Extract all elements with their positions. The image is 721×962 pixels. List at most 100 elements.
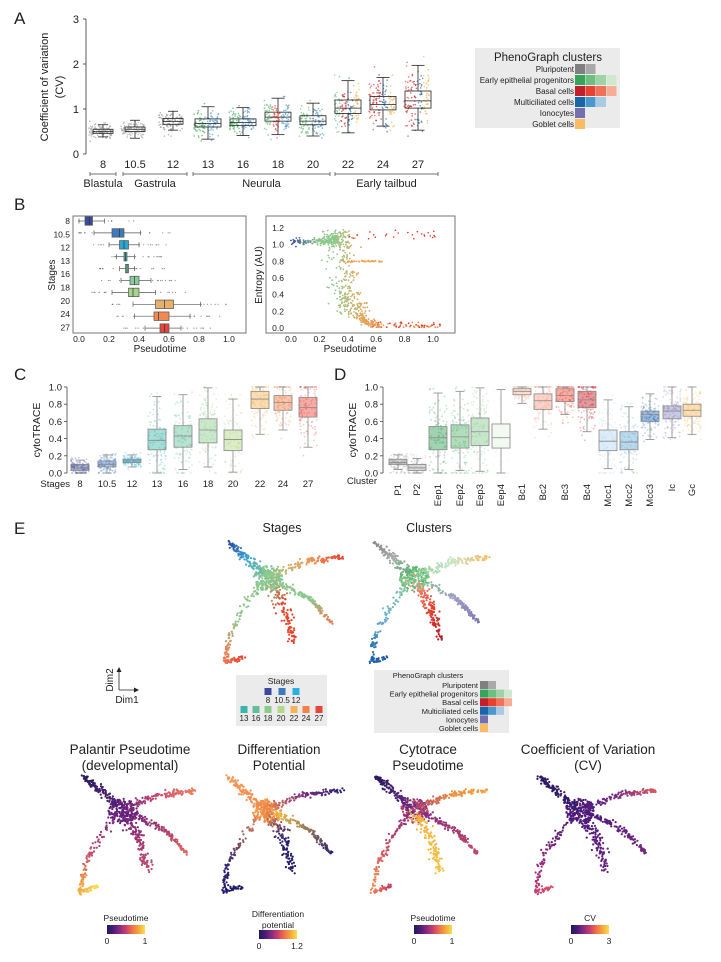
data-point [343, 296, 346, 298]
data-point [125, 131, 127, 134]
x-axis-label: Pseudotime [134, 344, 187, 355]
data-point [455, 472, 458, 474]
data-point [239, 393, 242, 396]
data-point [250, 128, 253, 131]
data-point [311, 117, 314, 120]
data-point [295, 245, 297, 248]
data-point [547, 388, 550, 390]
data-point [304, 240, 307, 242]
data-point [203, 125, 206, 127]
data-point [375, 87, 378, 89]
data-point [399, 323, 402, 325]
data-point [643, 440, 645, 443]
data-point [354, 316, 356, 319]
data-point [284, 123, 287, 125]
data-point [352, 254, 355, 257]
data-point [204, 399, 207, 402]
data-point [349, 273, 351, 275]
data-point [515, 395, 517, 398]
outlier-point [134, 256, 137, 258]
data-point [419, 82, 421, 85]
data-point [375, 102, 378, 104]
data-point [304, 117, 307, 120]
box [334, 99, 362, 114]
data-point [355, 273, 358, 276]
data-point [373, 92, 375, 94]
data-point [629, 402, 632, 405]
data-point [87, 470, 90, 473]
data-point [216, 120, 218, 123]
data-point [139, 132, 141, 134]
data-point [642, 434, 644, 437]
data-point [141, 136, 144, 139]
data-point [353, 293, 355, 296]
legend-swatch [575, 86, 585, 96]
data-point [453, 422, 455, 424]
data-point [591, 415, 593, 418]
data-point [300, 394, 302, 397]
data-point [534, 390, 537, 392]
data-point [426, 81, 429, 83]
data-point [348, 77, 350, 79]
outlier-point [128, 220, 130, 222]
outlier-point [156, 256, 158, 258]
data-point [88, 130, 91, 133]
data-point [213, 446, 216, 449]
data-point [336, 285, 339, 288]
data-point [567, 411, 569, 414]
y-tick-label: 2 [73, 59, 79, 71]
data-point [307, 241, 310, 244]
data-point [378, 114, 380, 116]
box [388, 458, 408, 465]
data-point [336, 131, 338, 134]
data-point [174, 403, 177, 405]
x-tick-label: 10.5 [124, 159, 145, 171]
data-point [391, 110, 393, 113]
data-point [201, 402, 203, 405]
data-point [342, 297, 345, 299]
data-point [369, 231, 371, 233]
legend-swatch [575, 64, 585, 74]
data-point [632, 450, 635, 453]
outlier-point [122, 315, 124, 317]
data-point [358, 293, 361, 296]
data-point [238, 114, 240, 117]
data-point [396, 471, 398, 473]
data-point [550, 431, 552, 434]
data-point [344, 125, 347, 127]
data-point [210, 127, 213, 130]
data-point [237, 112, 240, 115]
data-point [432, 406, 435, 409]
data-point [164, 457, 167, 460]
data-point [186, 411, 189, 414]
data-point [621, 472, 624, 474]
x-tick-label: 1.0 [427, 334, 439, 344]
data-point [444, 472, 447, 474]
data-point [342, 234, 345, 237]
data-point [377, 112, 380, 114]
data-point [472, 392, 474, 395]
data-point [428, 409, 431, 412]
data-point [264, 110, 266, 112]
data-point [342, 228, 345, 231]
data-point [347, 310, 350, 313]
data-point [492, 448, 495, 451]
data-point [344, 117, 346, 119]
data-point [485, 464, 488, 466]
data-point [370, 85, 373, 87]
data-point [498, 461, 501, 464]
data-point [405, 468, 408, 471]
data-point [266, 110, 268, 112]
data-point [298, 418, 301, 421]
data-point [374, 236, 377, 238]
outlier-point [105, 291, 107, 293]
data-point [187, 461, 190, 463]
data-point [173, 457, 176, 460]
data-point [475, 397, 478, 400]
data-point [353, 97, 356, 99]
data-point [335, 102, 337, 105]
data-point [332, 284, 335, 287]
x-tick-label: 24 [377, 159, 389, 171]
data-point [264, 414, 267, 416]
data-point [319, 242, 322, 245]
